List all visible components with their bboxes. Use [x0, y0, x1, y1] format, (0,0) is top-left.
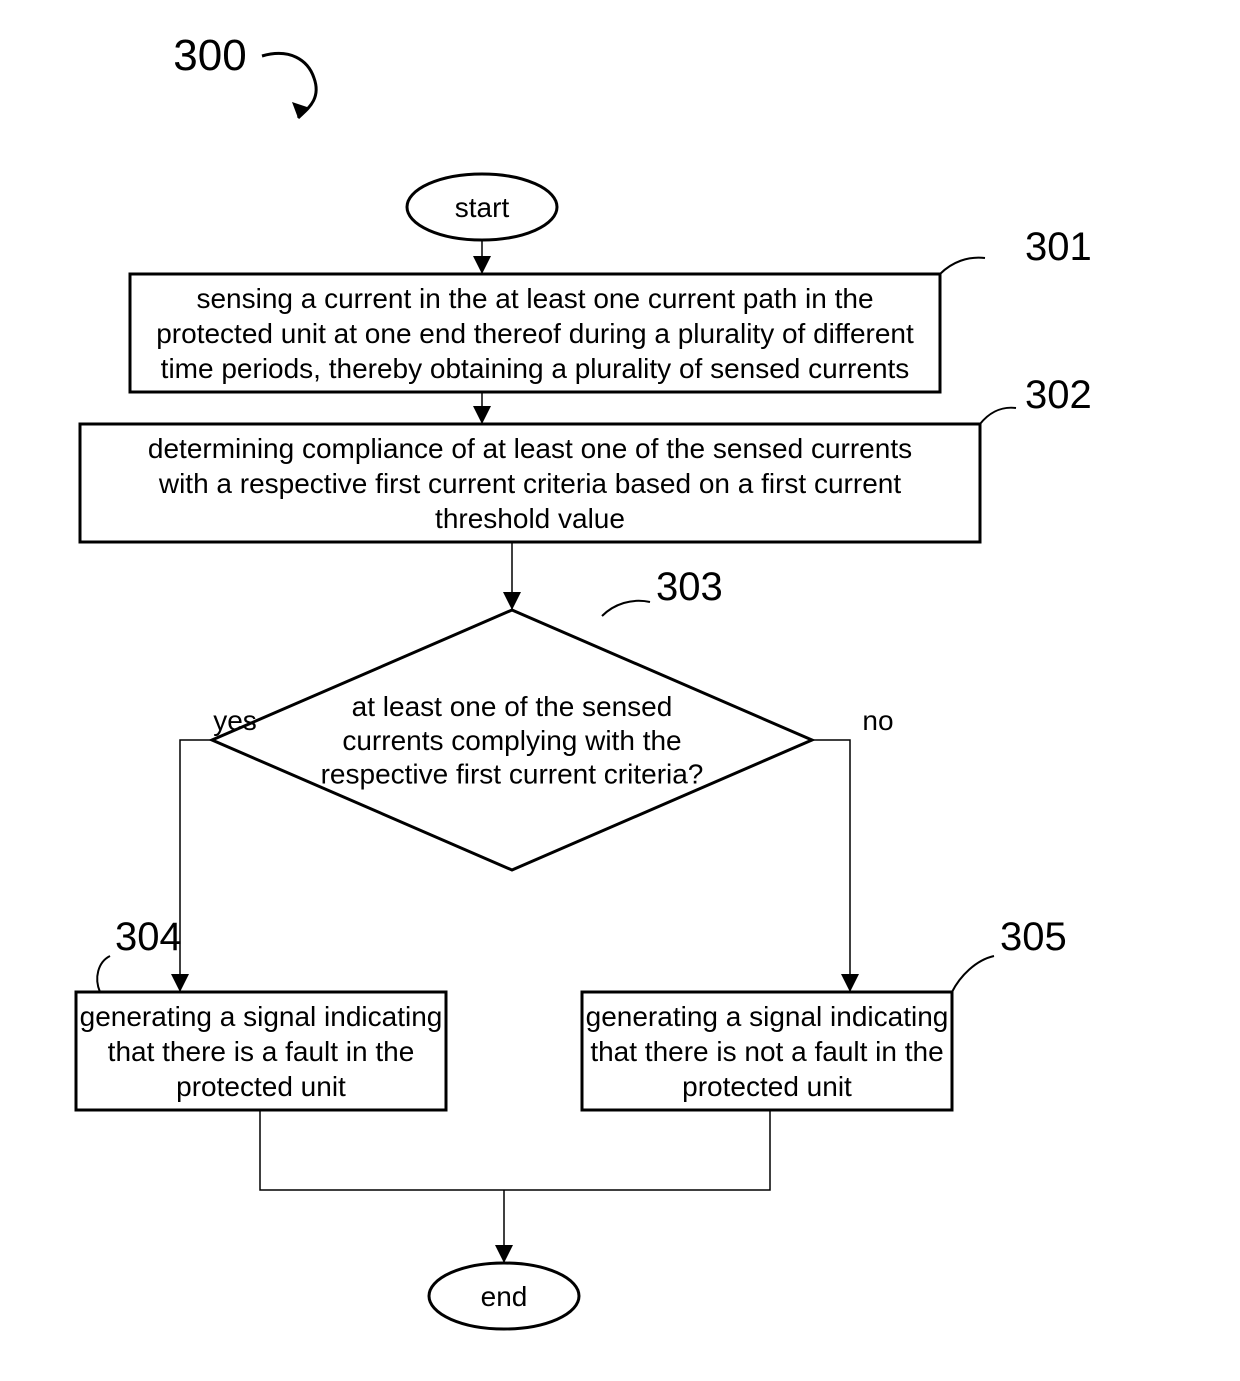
end-terminator-label: end	[481, 1281, 528, 1312]
edge-3	[180, 740, 212, 992]
process-304-ref-label: 304	[115, 915, 182, 959]
start-terminator-label: start	[455, 192, 510, 223]
process-301-text: sensing a current in the at least one cu…	[156, 283, 914, 384]
edge-4	[812, 740, 850, 992]
process-304-ref-leader	[97, 956, 110, 992]
edge-label-no: no	[862, 705, 893, 736]
decision-303-text: at least one of the sensedcurrents compl…	[321, 691, 704, 789]
diagram-number-label: 300	[173, 31, 246, 80]
process-301-ref-leader	[940, 258, 985, 274]
process-302-ref-label: 302	[1025, 373, 1092, 417]
edge-5	[260, 1110, 770, 1263]
decision-303-ref-label: 303	[656, 565, 723, 609]
process-305-ref-label: 305	[1000, 915, 1067, 959]
process-305-ref-leader	[952, 956, 994, 992]
process-302-ref-leader	[980, 408, 1016, 424]
process-304-text: generating a signal indicatingthat there…	[80, 1001, 443, 1102]
edge-label-yes: yes	[213, 705, 257, 736]
decision-303-ref-leader	[602, 601, 650, 616]
process-302-text: determining compliance of at least one o…	[148, 433, 912, 534]
process-301-ref-label: 301	[1025, 225, 1092, 269]
process-305-text: generating a signal indicatingthat there…	[586, 1001, 949, 1102]
flowchart: 300 start sensing a current in the at leas…	[0, 0, 1240, 1381]
